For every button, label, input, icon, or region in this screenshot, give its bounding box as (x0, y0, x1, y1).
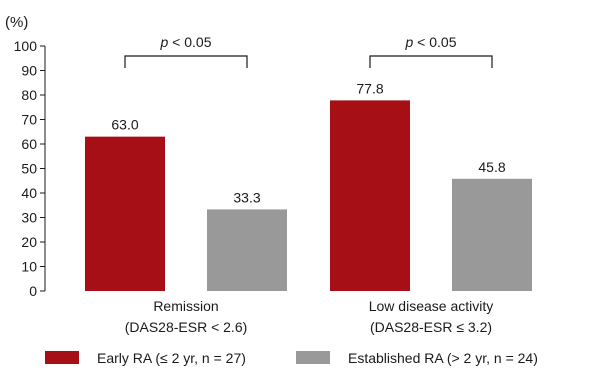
category-label-subtitle: (DAS28-ESR ≤ 3.2) (370, 319, 492, 335)
y-tick-label: 100 (14, 38, 38, 54)
y-tick-label: 70 (21, 112, 37, 128)
significance-label: p < 0.05 (160, 34, 212, 50)
legend-swatch (296, 351, 330, 364)
y-tick-label: 20 (21, 234, 37, 250)
y-tick-label: 10 (21, 259, 37, 275)
bar (452, 178, 532, 291)
y-tick-label: 50 (21, 161, 37, 177)
y-unit-label: (%) (5, 14, 28, 31)
category-label: Remission (153, 298, 218, 314)
legend: Early RA (≤ 2 yr, n = 27) Established RA … (45, 350, 538, 366)
y-tick-label: 40 (21, 185, 37, 201)
x-axis-labels: Remission (DAS28-ESR < 2.6) Low disease ac… (125, 298, 494, 335)
significance-brackets: p < 0.05 p < 0.05 (124, 34, 493, 68)
significance-bracket (369, 55, 493, 68)
legend-label: Early RA (≤ 2 yr, n = 27) (97, 350, 246, 366)
significance-bracket (124, 55, 248, 68)
bars-group (85, 100, 532, 291)
y-tick-label: 30 (21, 210, 37, 226)
bar-value-label: 33.3 (233, 189, 260, 205)
y-axis: 0 10 20 30 40 50 60 70 80 90 100 (14, 38, 46, 299)
bar-value-labels: 63.0 77.8 33.3 45.8 (111, 80, 505, 205)
y-tick-label: 0 (29, 283, 37, 299)
y-tick-label: 90 (21, 63, 37, 79)
category-label: Low disease activity (369, 298, 494, 314)
legend-label: Established RA (> 2 yr, n = 24) (348, 350, 538, 366)
significance-label: p < 0.05 (405, 34, 457, 50)
bar-value-label: 63.0 (111, 117, 138, 133)
y-tick-label: 60 (21, 136, 37, 152)
category-label-subtitle: (DAS28-ESR < 2.6) (125, 319, 248, 335)
bar-value-label: 45.8 (478, 159, 505, 175)
bar (330, 100, 410, 291)
bar-value-label: 77.8 (356, 80, 383, 96)
legend-swatch (45, 351, 79, 364)
bar (207, 209, 287, 291)
bar (85, 136, 165, 291)
y-tick-label: 80 (21, 87, 37, 103)
